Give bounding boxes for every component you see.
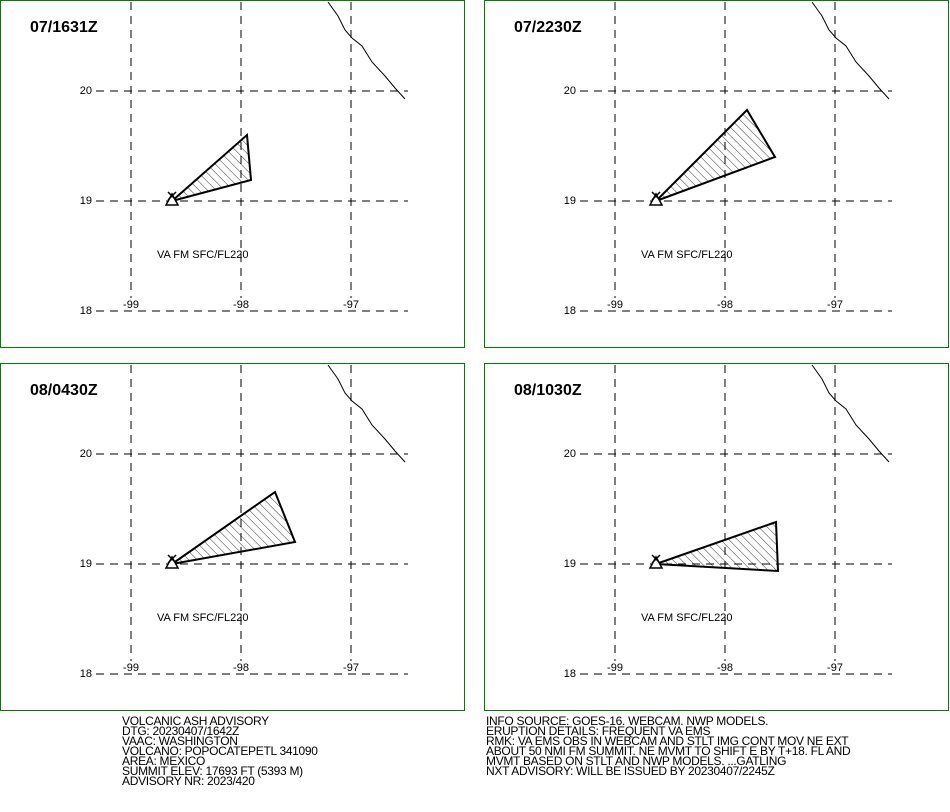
lat-label: 20 [564,85,576,97]
advisory-line: MVMT BASED ON STLT AND NWP MODELS. ...GA… [486,754,786,768]
advisory-line: ABOUT 50 NMI FM SUMMIT. NE MVMT TO SHIFT… [486,744,851,758]
lon-label: -99 [123,299,139,311]
ash-plume [171,132,253,202]
forecast-time: 08/0430Z [30,382,98,399]
advisory-line: RMK: VA EMS OBS IN WEBCAM AND STLT IMG C… [486,734,849,748]
ash-layer: VA FM SFC/FL220 [157,612,249,624]
lon-label: -98 [233,662,249,674]
lat-label: 19 [564,195,576,207]
lon-label: -97 [827,299,843,311]
advisory-line: NXT ADVISORY: WILL BE ISSUED BY 20230407… [486,764,775,778]
lon-label: -97 [343,662,359,674]
map-panel: 20 19 18 -99 -98 -97 07/1631Z VA FM SFC/FL220 [0,0,465,348]
forecast-time: 08/1030Z [514,382,582,399]
eruption-mark [167,554,177,564]
coastline [811,1,890,100]
lat-label: 20 [564,448,576,460]
eruption-mark [651,191,661,201]
advisory-line: ERUPTION DETAILS: FREQUENT VA EMS [486,724,710,738]
ash-plume [171,490,297,565]
coastline [811,364,890,463]
forecast-time: 07/1631Z [30,19,98,36]
lat-label: 20 [80,448,92,460]
ash-layer: VA FM SFC/FL220 [641,612,733,624]
advisory-line: DTG: 20230407/1642Z [122,724,239,738]
advisory-line: INFO SOURCE: GOES-16. WEBCAM. NWP MODELS… [486,714,768,728]
lon-label: -98 [717,662,733,674]
lon-label: -99 [607,299,623,311]
lon-label: -98 [717,299,733,311]
forecast-time: 07/2230Z [514,19,582,36]
lat-label: 19 [80,195,92,207]
panel-border [484,0,949,348]
map-panel: 20 19 18 -99 -98 -97 08/1030Z VA FM SFC/FL220 [484,363,949,711]
lon-label: -99 [123,662,139,674]
lon-label: -99 [607,662,623,674]
lat-label: 19 [80,558,92,570]
advisory-line: VOLCANO: POPOCATEPETL 341090 [122,744,318,758]
lat-label: 18 [80,668,92,680]
ash-plume [655,108,777,202]
advisory-line: VAAC: WASHINGTON [122,734,238,748]
advisory-line: ADVISORY NR: 2023/420 [122,774,255,788]
advisory-line: VOLCANIC ASH ADVISORY [122,714,269,728]
advisory-line: SUMMIT ELEV: 17693 FT (5393 M) [122,764,303,778]
eruption-mark [651,554,661,564]
map-panel: 20 19 18 -99 -98 -97 07/2230Z VA FM SFC/FL220 [484,0,949,348]
coastline [327,1,406,100]
panel-border [0,0,465,348]
panel-border [0,363,465,711]
ash-layer: VA FM SFC/FL220 [641,249,733,261]
advisory-line: AREA: MEXICO [122,754,205,768]
panel-border [484,363,949,711]
ash-layer: VA FM SFC/FL220 [157,249,249,261]
lat-label: 18 [80,305,92,317]
lon-label: -97 [343,299,359,311]
lat-label: 18 [564,668,576,680]
lon-label: -97 [827,662,843,674]
lat-label: 20 [80,85,92,97]
lat-label: 19 [564,558,576,570]
ash-plume [655,520,780,573]
map-panel: 20 19 18 -99 -98 -97 08/0430Z VA FM SFC/FL220 [0,363,465,711]
eruption-mark [167,191,177,201]
coastline [327,364,406,463]
lon-label: -98 [233,299,249,311]
lat-label: 18 [564,305,576,317]
